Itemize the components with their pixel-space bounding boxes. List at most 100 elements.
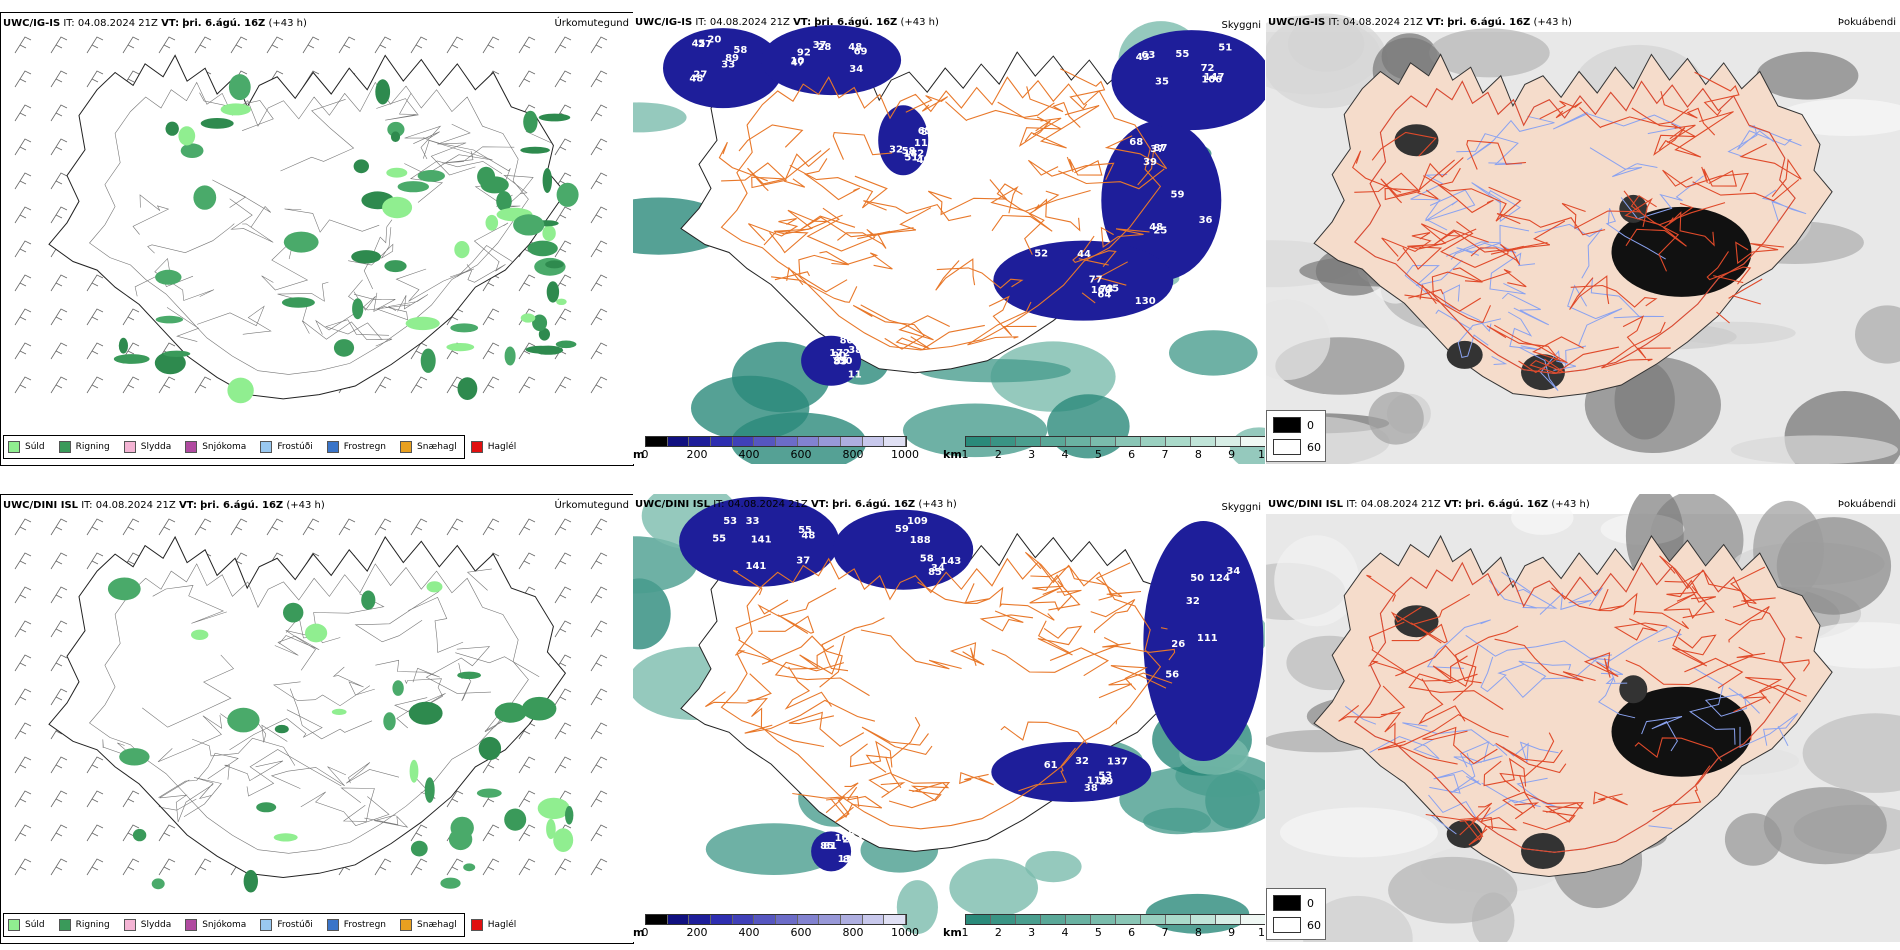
fog-legend-item: 60 <box>1273 439 1321 455</box>
wind-barb <box>518 70 536 88</box>
precip-area <box>191 629 209 640</box>
colorbar-cell <box>841 437 863 446</box>
road-line <box>905 95 949 113</box>
road-line <box>1539 587 1604 615</box>
road-line <box>1729 566 1776 605</box>
wind-barb <box>554 206 572 224</box>
vt-label: VT: <box>810 499 829 510</box>
colorbar-tick: 200 <box>686 926 708 939</box>
road-line <box>1097 276 1127 286</box>
cloud-base-value: 234 <box>842 834 863 845</box>
colorbar-cell <box>667 915 690 924</box>
legend-item: Frostúði <box>260 919 313 931</box>
road-line <box>1625 646 1755 686</box>
cloud-base-value: 77 <box>1089 274 1103 285</box>
road-line <box>1613 618 1668 641</box>
road-line <box>1402 722 1508 756</box>
fog-index-area <box>1394 124 1439 157</box>
wind-barb <box>50 376 68 394</box>
model-name: UWC/IG-IS <box>1268 17 1326 28</box>
road-line <box>1060 68 1106 110</box>
wind-barb <box>86 518 104 536</box>
precip-area <box>520 313 536 323</box>
road-line <box>786 266 804 286</box>
precip-area <box>305 623 328 643</box>
road-line <box>346 762 400 784</box>
precip-area <box>410 840 428 857</box>
cloud-base-value: 55 <box>712 534 726 545</box>
cloud-base-area <box>801 335 862 386</box>
precip-map <box>14 36 608 404</box>
cloud-base-map: 141 143 124 38 81 55 188 111 61 166 55 59 26 137 234 14… <box>633 494 1265 935</box>
fog-index-area <box>1446 340 1483 369</box>
cloud-base-value: 137 <box>1107 756 1128 767</box>
precip-area <box>450 323 479 333</box>
fog-area <box>1429 28 1550 78</box>
precip-area <box>533 345 564 355</box>
road-line <box>1507 311 1541 351</box>
fog-area <box>1730 435 1898 464</box>
cloud-base-value: 52 <box>1034 249 1048 260</box>
road-line <box>1630 194 1680 272</box>
road-line <box>800 215 881 240</box>
precip-area <box>283 231 319 253</box>
wind-barb <box>158 376 176 394</box>
precip-area <box>545 260 564 269</box>
road-line <box>860 629 962 670</box>
road-line <box>945 101 1055 122</box>
it-label: IT: <box>1328 17 1340 28</box>
precip-area <box>353 159 369 174</box>
road-line <box>408 597 464 653</box>
wind-barb <box>86 790 104 808</box>
cloud-base-value: 53 <box>1098 771 1112 782</box>
road-line <box>834 782 859 823</box>
road-line <box>1410 174 1448 231</box>
wind-barb <box>86 552 104 570</box>
fog-legend-item: 0 <box>1273 417 1314 433</box>
lead-time: (+43 h) <box>900 17 939 28</box>
precip-area <box>220 103 251 116</box>
road-line <box>1662 169 1749 192</box>
fog-legend-swatch <box>1273 917 1301 933</box>
cloud-base-value: 44 <box>1077 249 1091 260</box>
precip-area <box>383 712 396 731</box>
wind-barb <box>374 858 392 876</box>
colorbar-cell <box>841 915 863 924</box>
road-line <box>771 276 858 303</box>
precip-area <box>546 818 556 840</box>
road-line <box>1597 676 1636 719</box>
road-line <box>132 194 170 235</box>
road-line <box>732 569 763 596</box>
wind-barb <box>554 138 572 156</box>
road-line <box>1692 179 1800 202</box>
colorbar-cell <box>646 915 668 924</box>
colorbar-tick: 1000 <box>891 448 919 461</box>
visibility-colorbar: km1 2 3 4 5 6 7 8 9 10 <box>943 914 1265 942</box>
wind-barb <box>554 552 572 570</box>
wind-barb <box>590 342 608 360</box>
road-line <box>799 635 845 675</box>
cloud-panel-row1: 27 37 36 130 106 87 85 89 92 87 44 51 118 80 48 47 59 160… <box>633 12 1265 464</box>
road-line <box>1408 289 1444 299</box>
legend-label: Slydda <box>140 920 172 930</box>
road-line <box>1622 315 1671 359</box>
cloud-base-value: 87 <box>1154 143 1168 154</box>
road-line <box>868 772 906 798</box>
legend-item: Súld <box>8 919 45 931</box>
panel-header: UWC/IG-IS IT: 04.08.2024 21Z VT: þri. 6.… <box>1 13 633 33</box>
wind-barb <box>554 376 572 394</box>
legend-swatch <box>470 441 483 453</box>
road-line <box>757 587 837 617</box>
precip-area <box>227 707 260 733</box>
cloud-base-value: 28 <box>817 42 831 53</box>
precip-area <box>228 74 251 101</box>
wind-barb <box>122 36 140 54</box>
cloud-base-value: 81 <box>823 841 837 852</box>
cloud-base-area <box>1143 521 1264 761</box>
cloud-base-area <box>878 105 929 176</box>
panel-title: Skyggni <box>1221 20 1261 31</box>
road-line <box>1377 713 1509 751</box>
road-line <box>949 642 985 666</box>
cloud-base-value: 10 <box>790 56 804 67</box>
wind-barb <box>122 308 140 326</box>
